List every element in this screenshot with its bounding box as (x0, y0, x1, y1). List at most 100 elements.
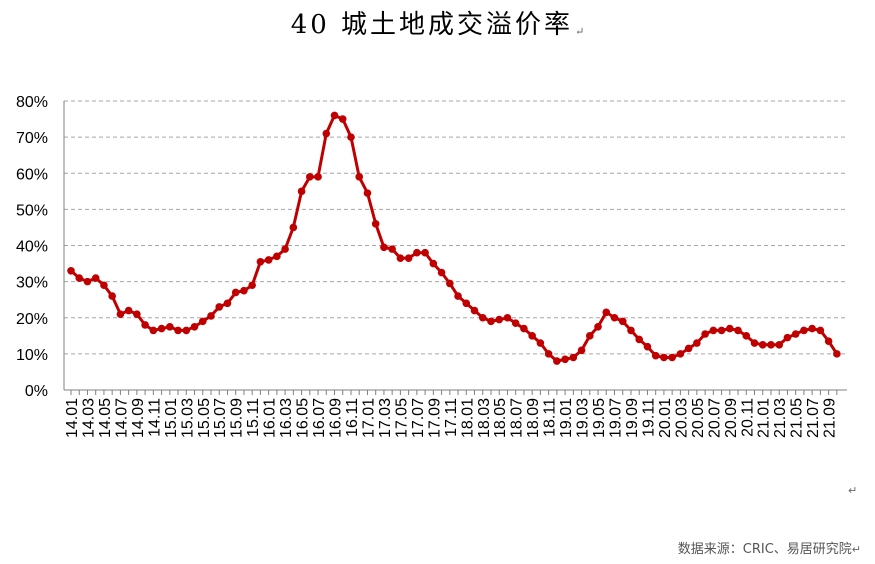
y-tick-label: 70% (16, 130, 48, 147)
x-tick-label: 18.01 (459, 398, 476, 438)
data-point (388, 245, 396, 253)
x-tick-label: 19.11 (640, 398, 657, 437)
data-point (651, 351, 660, 360)
data-point (322, 129, 331, 138)
data-point (643, 342, 652, 351)
x-tick-label: 14.09 (130, 398, 147, 438)
y-tick-label: 0% (25, 383, 48, 400)
data-point (306, 173, 314, 181)
data-point (141, 321, 149, 329)
data-point (462, 299, 471, 308)
data-point (684, 344, 693, 353)
data-point (338, 115, 347, 123)
data-point (676, 350, 685, 358)
data-point (231, 288, 240, 297)
data-point (610, 313, 619, 322)
data-point (487, 317, 495, 326)
x-tick-label: 17.11 (443, 398, 460, 437)
x-tick-label: 18.03 (476, 398, 493, 438)
data-point (594, 322, 602, 331)
data-point (495, 315, 504, 324)
data-point (264, 256, 273, 264)
data-point (824, 337, 833, 346)
x-tick-label: 15.07 (212, 398, 229, 438)
data-point (742, 332, 751, 340)
data-point (437, 268, 446, 277)
x-tick-label: 20.03 (673, 398, 690, 438)
data-point (635, 335, 644, 344)
x-tick-label: 18.09 (525, 398, 542, 438)
data-point (750, 339, 759, 347)
data-point (100, 281, 108, 290)
data-point (544, 350, 553, 358)
data-point (717, 326, 726, 335)
x-tick-label: 15.05 (196, 398, 213, 438)
return-mark: ↵ (575, 25, 585, 38)
x-tick-label: 20.05 (690, 398, 707, 438)
data-point (207, 312, 215, 320)
data-point (569, 353, 578, 362)
x-tick-label: 20.09 (723, 398, 740, 438)
data-point (429, 259, 438, 268)
data-point (182, 326, 191, 335)
x-tick-label: 21.09 (822, 398, 839, 438)
data-point (297, 187, 306, 196)
data-point (421, 248, 429, 257)
x-tick-label: 14.05 (97, 398, 114, 438)
data-point (380, 243, 388, 252)
x-tick-label: 15.09 (229, 398, 246, 438)
data-point (363, 189, 372, 197)
x-tick-label: 14.07 (113, 398, 130, 438)
data-point (808, 324, 816, 333)
data-point (166, 322, 174, 331)
data-point (446, 279, 454, 288)
data-point (709, 326, 718, 335)
x-tick-label: 16.01 (262, 398, 279, 438)
x-tick-label: 20.01 (657, 398, 674, 438)
data-point (198, 317, 207, 326)
data-point (520, 324, 528, 333)
x-tick-label: 15.01 (163, 398, 180, 438)
x-tick-label: 17.07 (410, 398, 427, 438)
data-point (503, 313, 512, 322)
data-point (330, 111, 339, 120)
data-point (553, 357, 561, 365)
x-tick-label: 14.03 (80, 398, 97, 438)
data-point (478, 313, 487, 322)
series-group (67, 111, 841, 365)
data-point (396, 254, 405, 262)
y-tick-label: 60% (16, 166, 48, 183)
x-tick-label: 16.11 (344, 398, 361, 437)
data-point (816, 326, 825, 335)
data-point (281, 245, 289, 253)
x-tick-label: 19.03 (575, 398, 592, 438)
x-tick-label: 19.05 (591, 398, 608, 438)
data-point (800, 326, 808, 335)
x-tick-label: 17.05 (393, 398, 410, 438)
x-tick-label: 19.09 (624, 398, 641, 438)
source-return-mark: ↵ (851, 543, 861, 556)
x-tick-label: 19.07 (608, 398, 625, 438)
y-tick-label: 10% (16, 347, 48, 364)
x-tick-label: 15.11 (245, 398, 262, 437)
data-point (577, 346, 586, 355)
data-point (726, 324, 734, 333)
chart-title-text: 40 城土地成交溢价率 (290, 10, 574, 40)
x-tick-label: 17.03 (377, 398, 394, 438)
chart-title: 40 城土地成交溢价率 ↵ (0, 4, 875, 41)
data-point (511, 319, 520, 327)
data-point (133, 310, 141, 318)
data-point (470, 306, 479, 315)
x-axis-ticks: 14.01 14.03 14.05 14.07 14.09 14.11 15.01 15.03… (64, 398, 839, 438)
data-point (355, 173, 364, 181)
data-point (108, 292, 116, 300)
data-point (116, 310, 125, 318)
x-tick-label: 14.11 (146, 398, 163, 437)
data-point (734, 326, 742, 335)
y-tick-label: 40% (16, 239, 48, 256)
x-tick-label: 18.05 (492, 398, 509, 438)
data-point (413, 248, 421, 257)
x-tick-label: 16.09 (328, 398, 345, 438)
data-point (758, 341, 767, 349)
